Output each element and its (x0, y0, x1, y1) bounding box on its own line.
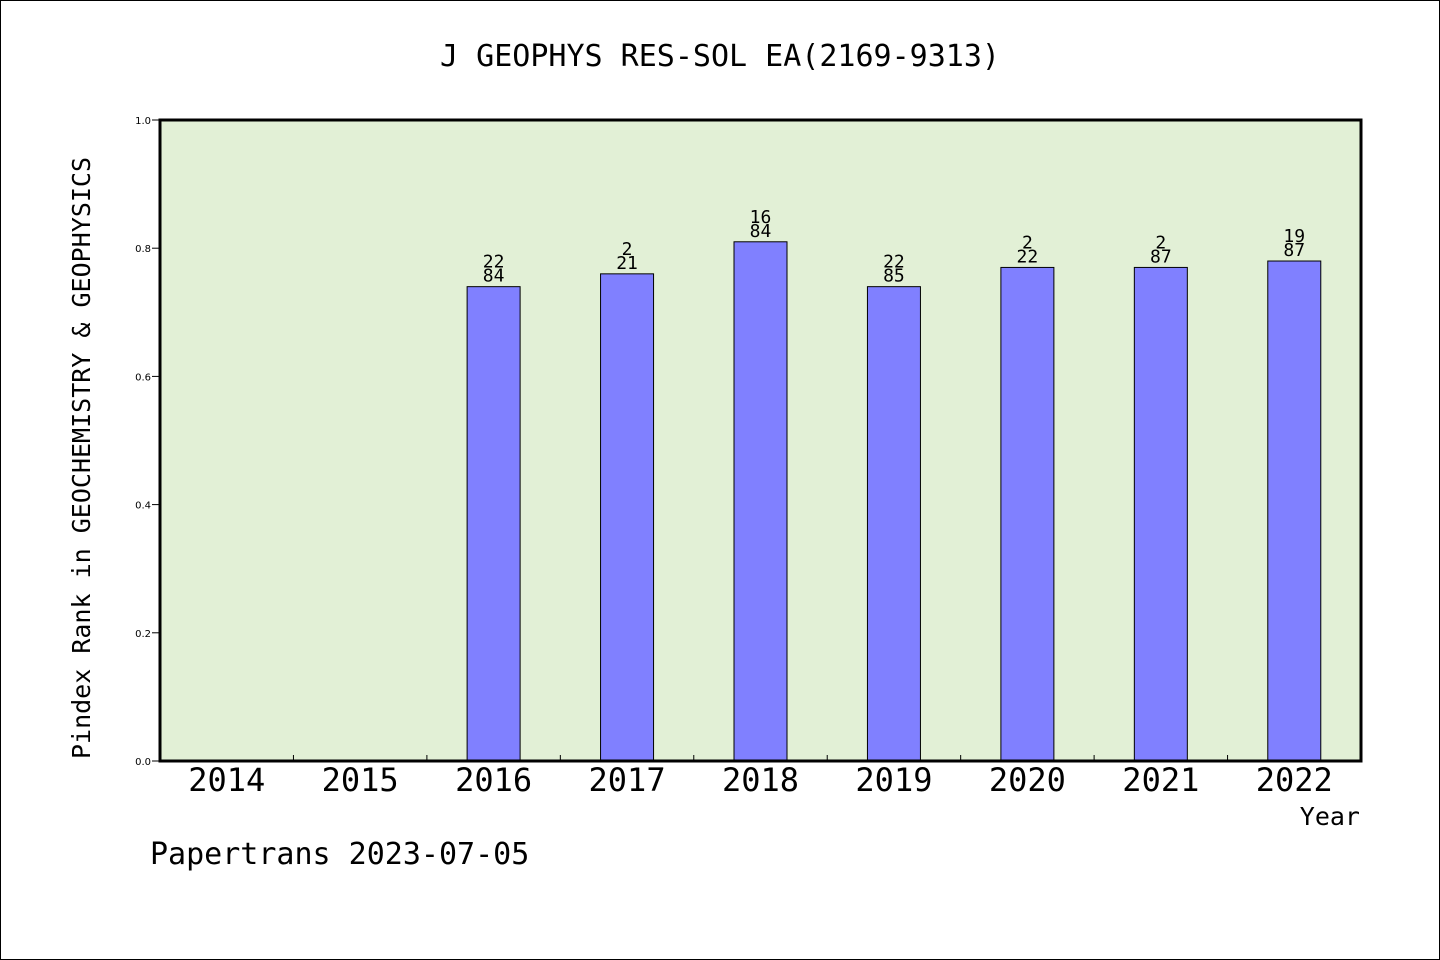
x-tick-label: 2020 (989, 761, 1066, 799)
bar-label-bottom: 85 (883, 266, 905, 287)
bar-label-bottom: 21 (616, 253, 638, 274)
x-tick-label: 2016 (455, 761, 532, 799)
bar-2018 (733, 241, 788, 762)
x-tick-label: 2014 (188, 761, 265, 799)
bar-label-top: 19 (1283, 226, 1305, 247)
x-tick-label: 2017 (589, 761, 666, 799)
bar-label-top: 16 (750, 207, 772, 228)
x-tick-label: 2019 (855, 761, 932, 799)
bar-2017 (600, 273, 655, 762)
y-axis-label: Pindex Rank in GEOCHEMISTRY & GEOPHYSICS (67, 157, 96, 759)
bar-label-top: 2 (1155, 232, 1166, 253)
plot-border (158, 118, 1363, 763)
y-tick-label: 0.0 (135, 757, 151, 768)
y-tick-label: 0.2 (135, 629, 151, 640)
bar-2022 (1267, 260, 1322, 762)
x-axis-label: Year (1300, 802, 1360, 831)
x-tick-label: 2021 (1122, 761, 1199, 799)
bar-label-top: 22 (883, 252, 905, 273)
y-axis: 0.0 0.2 0.4 0.6 0.8 1.0 (135, 116, 160, 768)
bar-label-top: 2 (622, 239, 633, 260)
footer-text: Papertrans 2023-07-05 (150, 837, 529, 872)
bar-2021 (1133, 266, 1188, 762)
bar-label-bottom: 22 (1017, 246, 1039, 267)
y-tick-label: 0.8 (135, 244, 151, 255)
bar-series (466, 241, 1322, 762)
x-tick-label: 2018 (722, 761, 799, 799)
bar-label-top: 2 (1022, 232, 1033, 253)
bar-2016 (466, 286, 521, 762)
bar-label-bottom: 87 (1283, 240, 1305, 261)
bar-label-bottom: 84 (750, 221, 772, 242)
x-tick-label: 2022 (1256, 761, 1333, 799)
y-tick-label: 0.6 (135, 372, 151, 383)
y-tick-label: 0.4 (135, 501, 151, 512)
chart-title: J GEOPHYS RES-SOL EA(2169-9313) (440, 39, 1000, 74)
bar-label-bottom: 84 (483, 266, 505, 287)
bar-2019 (866, 286, 921, 762)
x-axis: 2014 2015 2016 2017 2018 2019 2020 2021 2022 (188, 755, 1333, 799)
bar-label-top: 22 (483, 252, 505, 273)
y-tick-label: 1.0 (135, 116, 151, 127)
bar-2020 (1000, 266, 1055, 762)
x-tick-label: 2015 (322, 761, 399, 799)
bar-label-bottom: 87 (1150, 246, 1172, 267)
